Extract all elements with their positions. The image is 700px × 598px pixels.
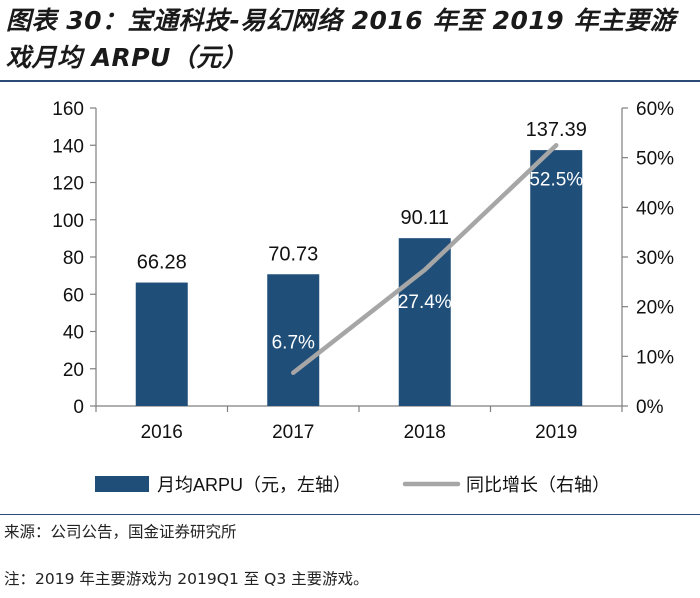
right-axis-tick-label: 10% bbox=[636, 347, 674, 368]
right-axis-tick-label: 20% bbox=[636, 298, 674, 319]
bar-arpu-2018 bbox=[398, 238, 451, 406]
legend-bar-label: 月均ARPU（元，左轴） bbox=[157, 475, 351, 495]
chart-title: 图表 30：宝通科技-易幻网络 2016 年至 2019 年主要游戏月均 ARP… bbox=[6, 6, 676, 72]
footnote: 注：2019 年主要游戏为 2019Q1 至 Q3 主要游戏。 bbox=[4, 570, 369, 588]
bar-arpu-2019 bbox=[530, 150, 583, 406]
source-note: 来源：公司公告，国金证券研究所 bbox=[4, 523, 237, 541]
growth-point bbox=[291, 371, 295, 375]
bar-arpu-2017 bbox=[267, 274, 320, 406]
right-axis-tick-label: 50% bbox=[636, 149, 674, 170]
x-axis-tick-label: 2019 bbox=[535, 422, 577, 443]
arpu-chart: 0 20 40 60 80 100 120 140 160 0% 10% 20% 30% 40% 50% 60… bbox=[52, 99, 674, 495]
left-axis-tick-label: 80 bbox=[63, 248, 84, 269]
left-axis-tick-label: 100 bbox=[52, 211, 84, 232]
left-axis-tick-label: 40 bbox=[63, 323, 84, 344]
left-axis-tick-label: 160 bbox=[52, 99, 84, 120]
bar-arpu-2016 bbox=[135, 282, 188, 406]
legend-bar-swatch bbox=[95, 476, 149, 492]
growth-data-label: 52.5% bbox=[529, 169, 583, 190]
left-axis-tick-label: 120 bbox=[52, 174, 84, 195]
growth-data-label: 6.7% bbox=[272, 333, 315, 354]
x-axis-tick-label: 2016 bbox=[141, 422, 183, 443]
bar-data-label: 66.28 bbox=[137, 252, 187, 274]
right-axis-tick-label: 30% bbox=[636, 248, 674, 269]
chart-area: 0 20 40 60 80 100 120 140 160 0% 10% 20% 30% 40% 50% 60… bbox=[0, 86, 700, 510]
bar-data-label: 70.73 bbox=[268, 243, 318, 265]
title-divider bbox=[0, 80, 700, 82]
right-axis-tick-label: 0% bbox=[636, 397, 664, 418]
x-axis-tick-label: 2017 bbox=[272, 422, 314, 443]
right-axis-tick-label: 60% bbox=[636, 99, 674, 120]
x-axis-tick-label: 2018 bbox=[404, 422, 446, 443]
right-axis-tick-label: 40% bbox=[636, 198, 674, 219]
growth-data-label: 27.4% bbox=[398, 292, 452, 313]
left-axis-tick-label: 140 bbox=[52, 136, 84, 157]
growth-point bbox=[423, 268, 427, 272]
legend-line-label: 同比增长（右轴） bbox=[466, 475, 610, 495]
left-axis-tick-label: 0 bbox=[73, 397, 84, 418]
growth-point bbox=[554, 143, 558, 147]
left-axis-tick-label: 20 bbox=[63, 360, 84, 381]
source-divider bbox=[0, 514, 700, 515]
left-axis-tick-label: 60 bbox=[63, 285, 84, 306]
bar-data-label: 90.11 bbox=[400, 207, 449, 229]
bar-data-label: 137.39 bbox=[526, 119, 587, 141]
